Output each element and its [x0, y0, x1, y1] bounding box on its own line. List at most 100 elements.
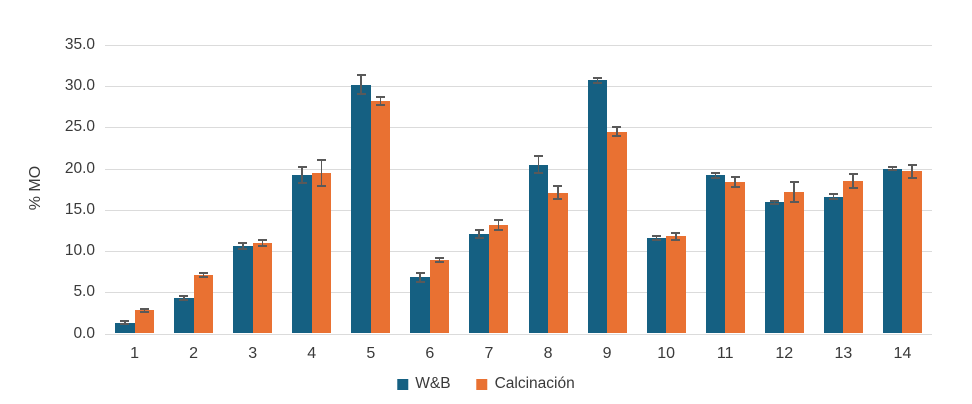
error-bar-cap — [356, 73, 366, 76]
error-bar-cap — [829, 193, 839, 196]
bar — [548, 192, 568, 334]
error-bar-cap — [139, 307, 149, 310]
gridline — [105, 168, 932, 170]
bar — [646, 237, 667, 334]
error-bar-cap — [376, 104, 386, 107]
bar — [115, 322, 135, 334]
error-bar-line — [852, 173, 854, 189]
bar — [134, 310, 155, 334]
error-bar-cap — [770, 199, 780, 202]
legend-swatch — [397, 378, 409, 390]
error-bar-cap — [297, 165, 307, 168]
gridline — [105, 209, 932, 211]
error-bar-line — [497, 219, 500, 230]
error-bar-cap — [238, 248, 248, 251]
error-bar-cap — [198, 276, 208, 279]
bar — [429, 260, 450, 334]
error-bar-cap — [376, 95, 386, 98]
bar — [587, 80, 608, 334]
error-bar-cap — [592, 81, 602, 84]
x-tick-label: 1 — [130, 345, 139, 362]
y-tick-label: 0.0 — [73, 324, 95, 342]
error-bar-cap — [415, 272, 425, 275]
error-bar-cap — [829, 198, 839, 201]
bar — [351, 84, 371, 334]
error-bar-line — [655, 236, 658, 240]
error-bar-cap — [179, 295, 189, 298]
bar — [488, 224, 509, 334]
error-bar-line — [714, 172, 717, 178]
error-bar-cap — [494, 218, 504, 221]
x-tick-label: 12 — [775, 345, 794, 362]
error-bar-cap — [888, 169, 898, 172]
error-bar-cap — [789, 180, 799, 183]
error-bar-cap — [671, 238, 681, 241]
error-bar-cap — [789, 200, 799, 203]
y-tick-label: 25.0 — [64, 118, 95, 136]
error-bar-cap — [297, 182, 307, 185]
error-bar-cap — [198, 271, 208, 274]
bar — [252, 242, 273, 334]
error-bar-cap — [612, 134, 622, 137]
error-bar-cap — [317, 158, 326, 161]
bar — [607, 131, 627, 334]
bar — [764, 202, 785, 334]
error-bar-cap — [711, 171, 720, 174]
bar — [410, 277, 430, 334]
error-bar-line — [478, 229, 480, 238]
error-bar-cap — [592, 76, 602, 79]
error-bar-cap — [730, 185, 740, 188]
error-bar-cap — [120, 323, 130, 326]
bar — [666, 236, 686, 334]
error-bar-cap — [533, 171, 543, 174]
error-bar-cap — [415, 280, 425, 283]
error-bar-cap — [257, 245, 267, 248]
error-bar-cap — [474, 228, 484, 231]
error-bar-cap — [474, 236, 484, 239]
y-tick-label: 15.0 — [64, 200, 95, 218]
error-bar-line — [773, 200, 776, 205]
error-bar-cap — [907, 176, 917, 179]
gridline — [105, 251, 932, 253]
error-bar-line — [793, 181, 795, 202]
error-bar-cap — [533, 155, 543, 158]
error-bar-line — [537, 156, 540, 173]
error-bar-line — [419, 273, 421, 282]
error-bar-cap — [730, 175, 740, 178]
y-tick-label: 10.0 — [64, 242, 95, 260]
y-tick-label: 5.0 — [73, 283, 95, 301]
gridline — [105, 292, 932, 294]
x-tick-label: 2 — [189, 345, 199, 362]
bar — [725, 181, 745, 334]
x-tick-label: 13 — [834, 345, 853, 362]
error-bar-line — [675, 232, 677, 240]
error-bar-cap — [907, 163, 917, 166]
x-tick-label: 8 — [543, 345, 553, 362]
bar — [843, 181, 863, 334]
gridline — [105, 333, 932, 335]
error-bar-cap — [612, 126, 622, 129]
error-bar-line — [261, 239, 264, 247]
error-bar-line — [616, 127, 618, 136]
y-tick-label: 30.0 — [64, 77, 95, 95]
error-bar-cap — [435, 260, 445, 263]
gridline — [105, 86, 932, 88]
error-bar-cap — [139, 311, 149, 314]
error-bar-line — [320, 159, 323, 186]
error-bar-cap — [257, 238, 267, 241]
error-bar-line — [596, 77, 599, 83]
x-tick-label: 7 — [484, 345, 494, 362]
x-tick-label: 10 — [657, 345, 676, 362]
bar — [784, 191, 804, 334]
error-bar-cap — [553, 198, 563, 201]
x-tick-label: 14 — [893, 345, 912, 362]
bar — [823, 196, 844, 334]
error-bar-cap — [848, 187, 858, 190]
error-bar-line — [202, 272, 205, 278]
error-bar-cap — [356, 93, 366, 96]
error-bar-cap — [651, 235, 661, 238]
error-bar-cap — [238, 241, 248, 244]
error-bar-line — [242, 242, 244, 250]
legend: W&B Calcinación — [397, 375, 575, 393]
error-bar-cap — [553, 184, 563, 187]
